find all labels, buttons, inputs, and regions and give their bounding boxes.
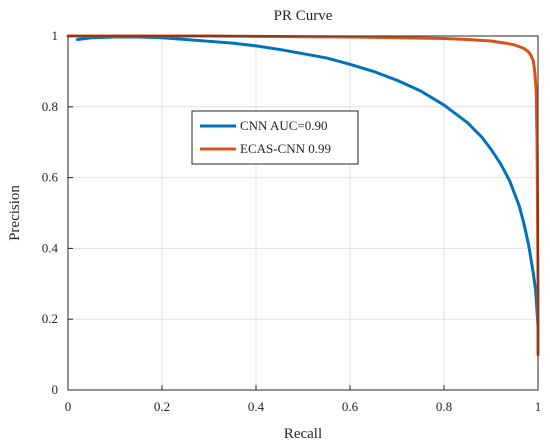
- legend-box: [191, 110, 359, 165]
- y-tick-label: 0.6: [42, 170, 59, 185]
- series-line-1: [75, 35, 540, 328]
- y-tick-label: 0: [52, 382, 59, 397]
- x-tick-label: 0: [65, 399, 72, 414]
- y-axis-label: Precision: [7, 185, 23, 241]
- legend: CNN AUC=0.90 ECAS-CNN 0.99: [191, 110, 359, 165]
- plot-frame: [67, 35, 539, 391]
- legend-label: CNN AUC=0.90: [240, 118, 328, 133]
- y-tick-label: 1: [52, 28, 59, 43]
- x-tick-label: 0.2: [154, 399, 170, 414]
- axis-ticks: 0 0.2 0.4 0.6 0.8 1 0 0.2 0.4 0.6 0.8 1: [42, 28, 542, 414]
- x-axis-label: Recall: [284, 426, 322, 442]
- chart-title: PR Curve: [274, 8, 333, 24]
- x-tick-label: 1: [535, 399, 542, 414]
- y-tick-label: 0.2: [42, 311, 58, 326]
- x-tick-label: 0.8: [436, 399, 452, 414]
- legend-label: ECAS-CNN 0.99: [240, 141, 331, 156]
- x-tick-label: 0.6: [342, 399, 359, 414]
- y-tick-label: 0.4: [42, 240, 59, 255]
- y-tick-label: 0.8: [42, 99, 58, 114]
- x-tick-label: 0.4: [248, 399, 265, 414]
